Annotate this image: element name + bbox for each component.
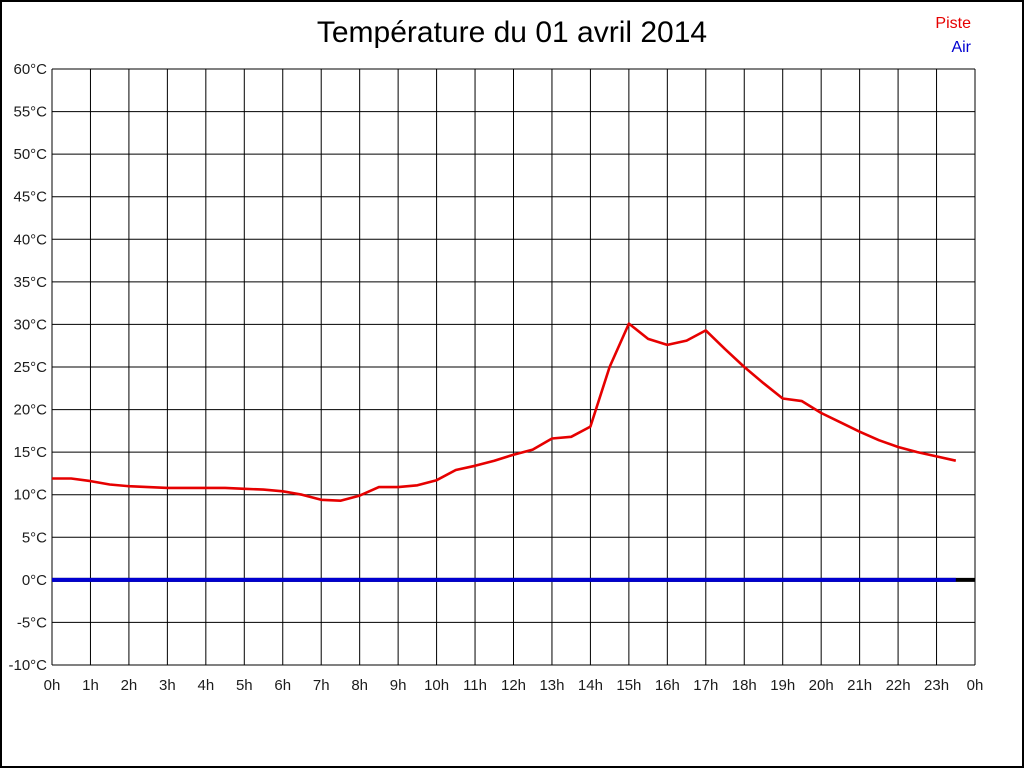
y-tick-label: 35°C [13, 274, 47, 291]
x-tick-label: 10h [424, 677, 449, 694]
y-tick-label: 15°C [13, 444, 47, 461]
legend: Piste Air [935, 12, 971, 60]
x-tick-label: 7h [313, 677, 330, 694]
y-tick-label: 25°C [13, 359, 47, 376]
legend-item-air: Air [951, 39, 971, 56]
x-tick-label: 23h [924, 677, 949, 694]
y-tick-label: 40°C [13, 231, 47, 248]
y-tick-label: 55°C [13, 104, 47, 121]
x-tick-label: 1h [82, 677, 99, 694]
y-tick-label: 0°C [22, 572, 47, 589]
y-tick-label: 5°C [22, 529, 47, 546]
y-tick-label: -5°C [17, 614, 47, 631]
x-tick-label: 22h [886, 677, 911, 694]
x-tick-label: 19h [770, 677, 795, 694]
x-tick-label: 14h [578, 677, 603, 694]
y-tick-label: -10°C [8, 657, 47, 674]
chart-title: Température du 01 avril 2014 [316, 16, 708, 49]
series-line-piste [52, 322, 957, 503]
x-tick-label: 4h [197, 677, 214, 694]
x-tick-label: 5h [236, 677, 253, 694]
x-tick-label: 16h [655, 677, 680, 694]
x-tick-label: 18h [732, 677, 757, 694]
x-tick-label: 6h [274, 677, 291, 694]
y-tick-label: 45°C [13, 189, 47, 206]
y-tick-label: 60°C [13, 61, 47, 78]
x-tick-label: 0h [44, 677, 61, 694]
x-tick-label: 17h [693, 677, 718, 694]
x-tick-label: 2h [121, 677, 138, 694]
x-tick-label: 0h [967, 677, 984, 694]
legend-item-piste: Piste [935, 15, 971, 32]
y-tick-label: 50°C [13, 146, 47, 163]
x-tick-label: 13h [539, 677, 564, 694]
x-tick-label: 20h [809, 677, 834, 694]
x-tick-label: 15h [616, 677, 641, 694]
y-tick-label: 20°C [13, 402, 47, 419]
x-tick-label: 12h [501, 677, 526, 694]
y-tick-label: 30°C [13, 316, 47, 333]
x-tick-label: 9h [390, 677, 407, 694]
y-tick-label: 10°C [13, 487, 47, 504]
x-tick-label: 8h [351, 677, 368, 694]
x-tick-label: 3h [159, 677, 176, 694]
x-tick-label: 21h [847, 677, 872, 694]
x-tick-label: 11h [463, 677, 487, 694]
